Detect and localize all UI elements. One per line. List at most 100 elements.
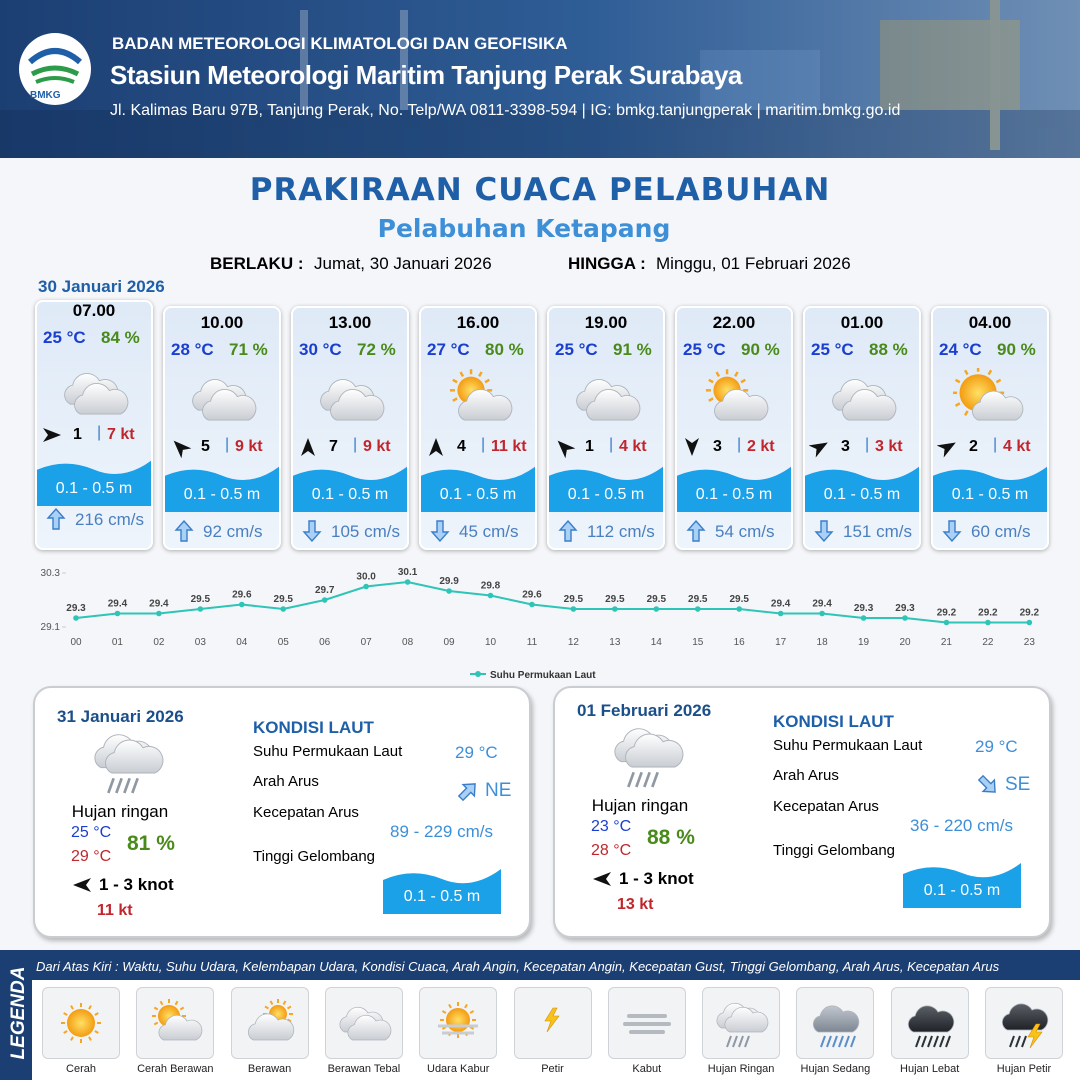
icon-path: [458, 388, 513, 421]
wind-gust: 2 kt: [747, 438, 775, 455]
icon-svg: [814, 520, 834, 543]
icon-polygon: [543, 1007, 560, 1033]
current-dir: SE: [1005, 774, 1031, 795]
icon-line: [926, 1035, 933, 1048]
icon-path: [686, 519, 706, 542]
icon-path: [942, 520, 962, 543]
wind-arrow: [591, 868, 613, 890]
slot-time: 16.00: [456, 313, 500, 332]
day-date: 31 Januari 2026: [57, 707, 184, 726]
icon-line: [123, 777, 131, 794]
temp-max: 28 °C: [591, 842, 632, 859]
icon-line: [469, 1010, 475, 1014]
weather-icon: [607, 720, 687, 790]
icon-svg: [46, 507, 66, 530]
sst-point: [612, 606, 618, 612]
x-tick-label: 12: [568, 637, 580, 648]
forecast-card: 10.00 28 °C 71 % 5 | 9 kt 0.1 - 0.5 m 92 cm/s: [163, 306, 281, 550]
value-label: 30.1: [398, 567, 418, 578]
icon-line: [88, 1036, 92, 1041]
sst-point: [73, 615, 79, 621]
icon-line: [651, 771, 659, 788]
icon-line: [708, 397, 714, 402]
day-current-speed: 36 - 220 cm/s: [910, 816, 1013, 835]
slot-temp: 24 °C: [939, 340, 982, 359]
icon-line: [744, 1035, 751, 1048]
icon-line: [63, 1030, 68, 1034]
weather-icon: [185, 368, 260, 430]
icon-g: [622, 1014, 671, 1034]
icon-line: [635, 771, 643, 788]
slot-temp: 30 °C: [299, 340, 342, 359]
legend-icon: [900, 996, 960, 1050]
icon-svg: [94, 734, 164, 794]
icon-line: [920, 1035, 927, 1048]
sst-point: [114, 610, 121, 617]
icon-path: [105, 739, 164, 774]
legend-item: Hujan Lebat: [900, 1063, 960, 1075]
wind-gust: 4 kt: [619, 438, 647, 455]
icon-path: [429, 438, 443, 456]
logo-text: BMKG: [30, 90, 61, 101]
icon-svg: [614, 728, 684, 788]
icon-svg: [339, 1006, 392, 1041]
icon-line: [1021, 1035, 1027, 1048]
icon-line: [70, 1005, 74, 1010]
icon-svg: [549, 466, 663, 512]
icon-svg: [903, 863, 1021, 908]
sst-line: [75, 580, 1030, 624]
slot-time: 07.00: [72, 301, 116, 320]
icon-line: [115, 777, 123, 794]
icon-svg: [685, 438, 699, 456]
separator: |: [97, 424, 102, 441]
icon-path: [977, 774, 996, 793]
slot-temp: 25 °C: [555, 340, 598, 359]
icon-g: [438, 1024, 479, 1035]
wind-speed: 1: [585, 438, 594, 455]
value-label: 29.4: [771, 599, 791, 610]
current-arrow: [811, 518, 837, 544]
legend-item: Petir: [541, 1063, 564, 1075]
icon-path: [383, 869, 501, 914]
icon-path: [330, 388, 385, 421]
value-label: 29.2: [978, 608, 998, 619]
icon-line: [938, 1035, 945, 1048]
value-label: 29.9: [439, 576, 459, 587]
weather-icon: [952, 366, 1028, 430]
icon-circle: [446, 1008, 471, 1032]
sst-point: [860, 615, 867, 621]
x-tick-label: 23: [1024, 637, 1036, 648]
wave-height: 0.1 - 0.5 m: [695, 486, 773, 503]
icon-svg: [942, 520, 962, 543]
icon-path: [685, 438, 699, 456]
sst-point: [321, 597, 328, 603]
value-label: 29.5: [688, 594, 708, 605]
slot-humidity: 88 %: [869, 340, 908, 359]
icon-line: [954, 378, 961, 384]
icon-svg: [622, 1014, 671, 1034]
address: Jl. Kalimas Baru 97B, Tanjung Perak, No.…: [110, 102, 901, 119]
legend-icon-box: [985, 987, 1063, 1059]
day-wave: 0.1 - 0.5 m: [923, 882, 1001, 899]
icon-path: [557, 440, 576, 459]
x-tick-label: 10: [485, 637, 497, 648]
sea-heading: KONDISI LAUT: [773, 712, 894, 731]
sst-point: [736, 606, 742, 612]
forecast-card: 07.00 25 °C 84 % 1 | 7 kt 0.1 - 0.5 m 216 cm/s: [35, 300, 153, 550]
valid-to-label: HINGGA :: [568, 254, 646, 273]
icon-path: [247, 1013, 294, 1041]
slot-humidity: 90 %: [997, 340, 1036, 359]
legend-icon: [334, 996, 394, 1050]
wind-speed: 4: [457, 438, 466, 455]
weather-icon: [57, 362, 132, 424]
slot-humidity: 90 %: [741, 340, 780, 359]
icon-line: [269, 1000, 273, 1005]
icon-path: [30, 65, 80, 77]
icon-path: [933, 466, 1047, 512]
icon-line: [964, 369, 969, 376]
temp-max: 29 °C: [71, 848, 112, 865]
icon-svg: [173, 440, 192, 459]
wind-speed: 3: [713, 438, 722, 455]
icon-line: [1009, 1035, 1015, 1048]
